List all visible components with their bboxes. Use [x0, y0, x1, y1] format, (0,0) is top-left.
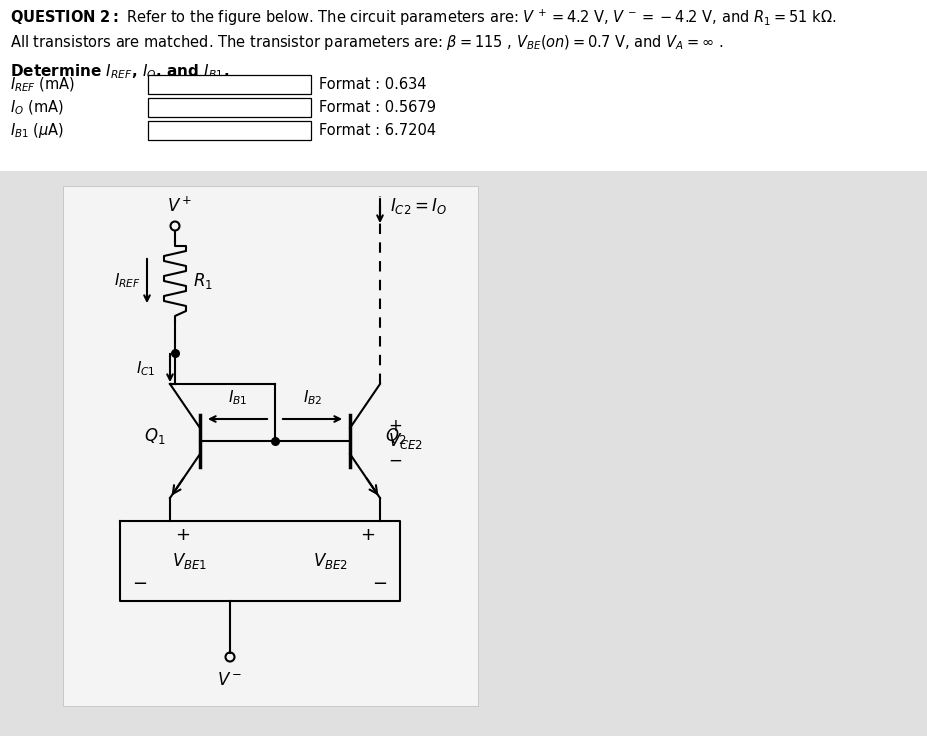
Text: $I_{B1}$: $I_{B1}$ [228, 389, 248, 407]
Text: $Q_1$: $Q_1$ [144, 426, 165, 446]
Text: $Q_2$: $Q_2$ [385, 426, 406, 446]
Text: $V^+$: $V^+$ [167, 197, 193, 216]
Text: Format : 0.634: Format : 0.634 [319, 77, 426, 92]
FancyBboxPatch shape [63, 186, 478, 706]
Text: −: − [373, 575, 387, 593]
Text: $R_1$: $R_1$ [193, 271, 213, 291]
Text: Format : 0.5679: Format : 0.5679 [319, 100, 436, 115]
Text: $V_{BE1}$: $V_{BE1}$ [172, 551, 208, 571]
Text: +: + [175, 526, 190, 544]
Text: $I_{REF}$ (mA): $I_{REF}$ (mA) [10, 75, 75, 93]
Text: Format : 6.7204: Format : 6.7204 [319, 123, 436, 138]
FancyBboxPatch shape [148, 121, 311, 140]
Text: $V^-$: $V^-$ [217, 671, 243, 689]
Text: $I_{B1}$ ($\mu$A): $I_{B1}$ ($\mu$A) [10, 121, 64, 140]
Text: $I_{C1}$: $I_{C1}$ [136, 360, 156, 378]
Text: +: + [388, 417, 402, 435]
Text: $I_{B2}$: $I_{B2}$ [303, 389, 323, 407]
Text: $I_O$ (mA): $I_O$ (mA) [10, 99, 64, 117]
Text: −: − [133, 575, 147, 593]
FancyBboxPatch shape [148, 75, 311, 94]
FancyBboxPatch shape [0, 0, 927, 171]
Text: $\mathbf{Determine}$ $I_{REF}$, $I_O$, and $I_{B1}$.: $\mathbf{Determine}$ $I_{REF}$, $I_O$, a… [10, 62, 229, 81]
Text: −: − [388, 452, 402, 470]
Text: $V_{BE2}$: $V_{BE2}$ [312, 551, 348, 571]
FancyBboxPatch shape [148, 98, 311, 117]
Text: All transistors are matched. The transistor parameters are: $\beta = 115$ , $V_{: All transistors are matched. The transis… [10, 33, 723, 52]
Text: $I_{REF}$: $I_{REF}$ [114, 272, 141, 290]
Text: $\mathbf{QUESTION\ 2:}$ Refer to the figure below. The circuit parameters are: $: $\mathbf{QUESTION\ 2:}$ Refer to the fig… [10, 8, 836, 28]
Text: +: + [360, 526, 375, 544]
Text: $V_{CE2}$: $V_{CE2}$ [388, 431, 423, 451]
Text: $I_{C2} = I_O$: $I_{C2} = I_O$ [390, 196, 447, 216]
